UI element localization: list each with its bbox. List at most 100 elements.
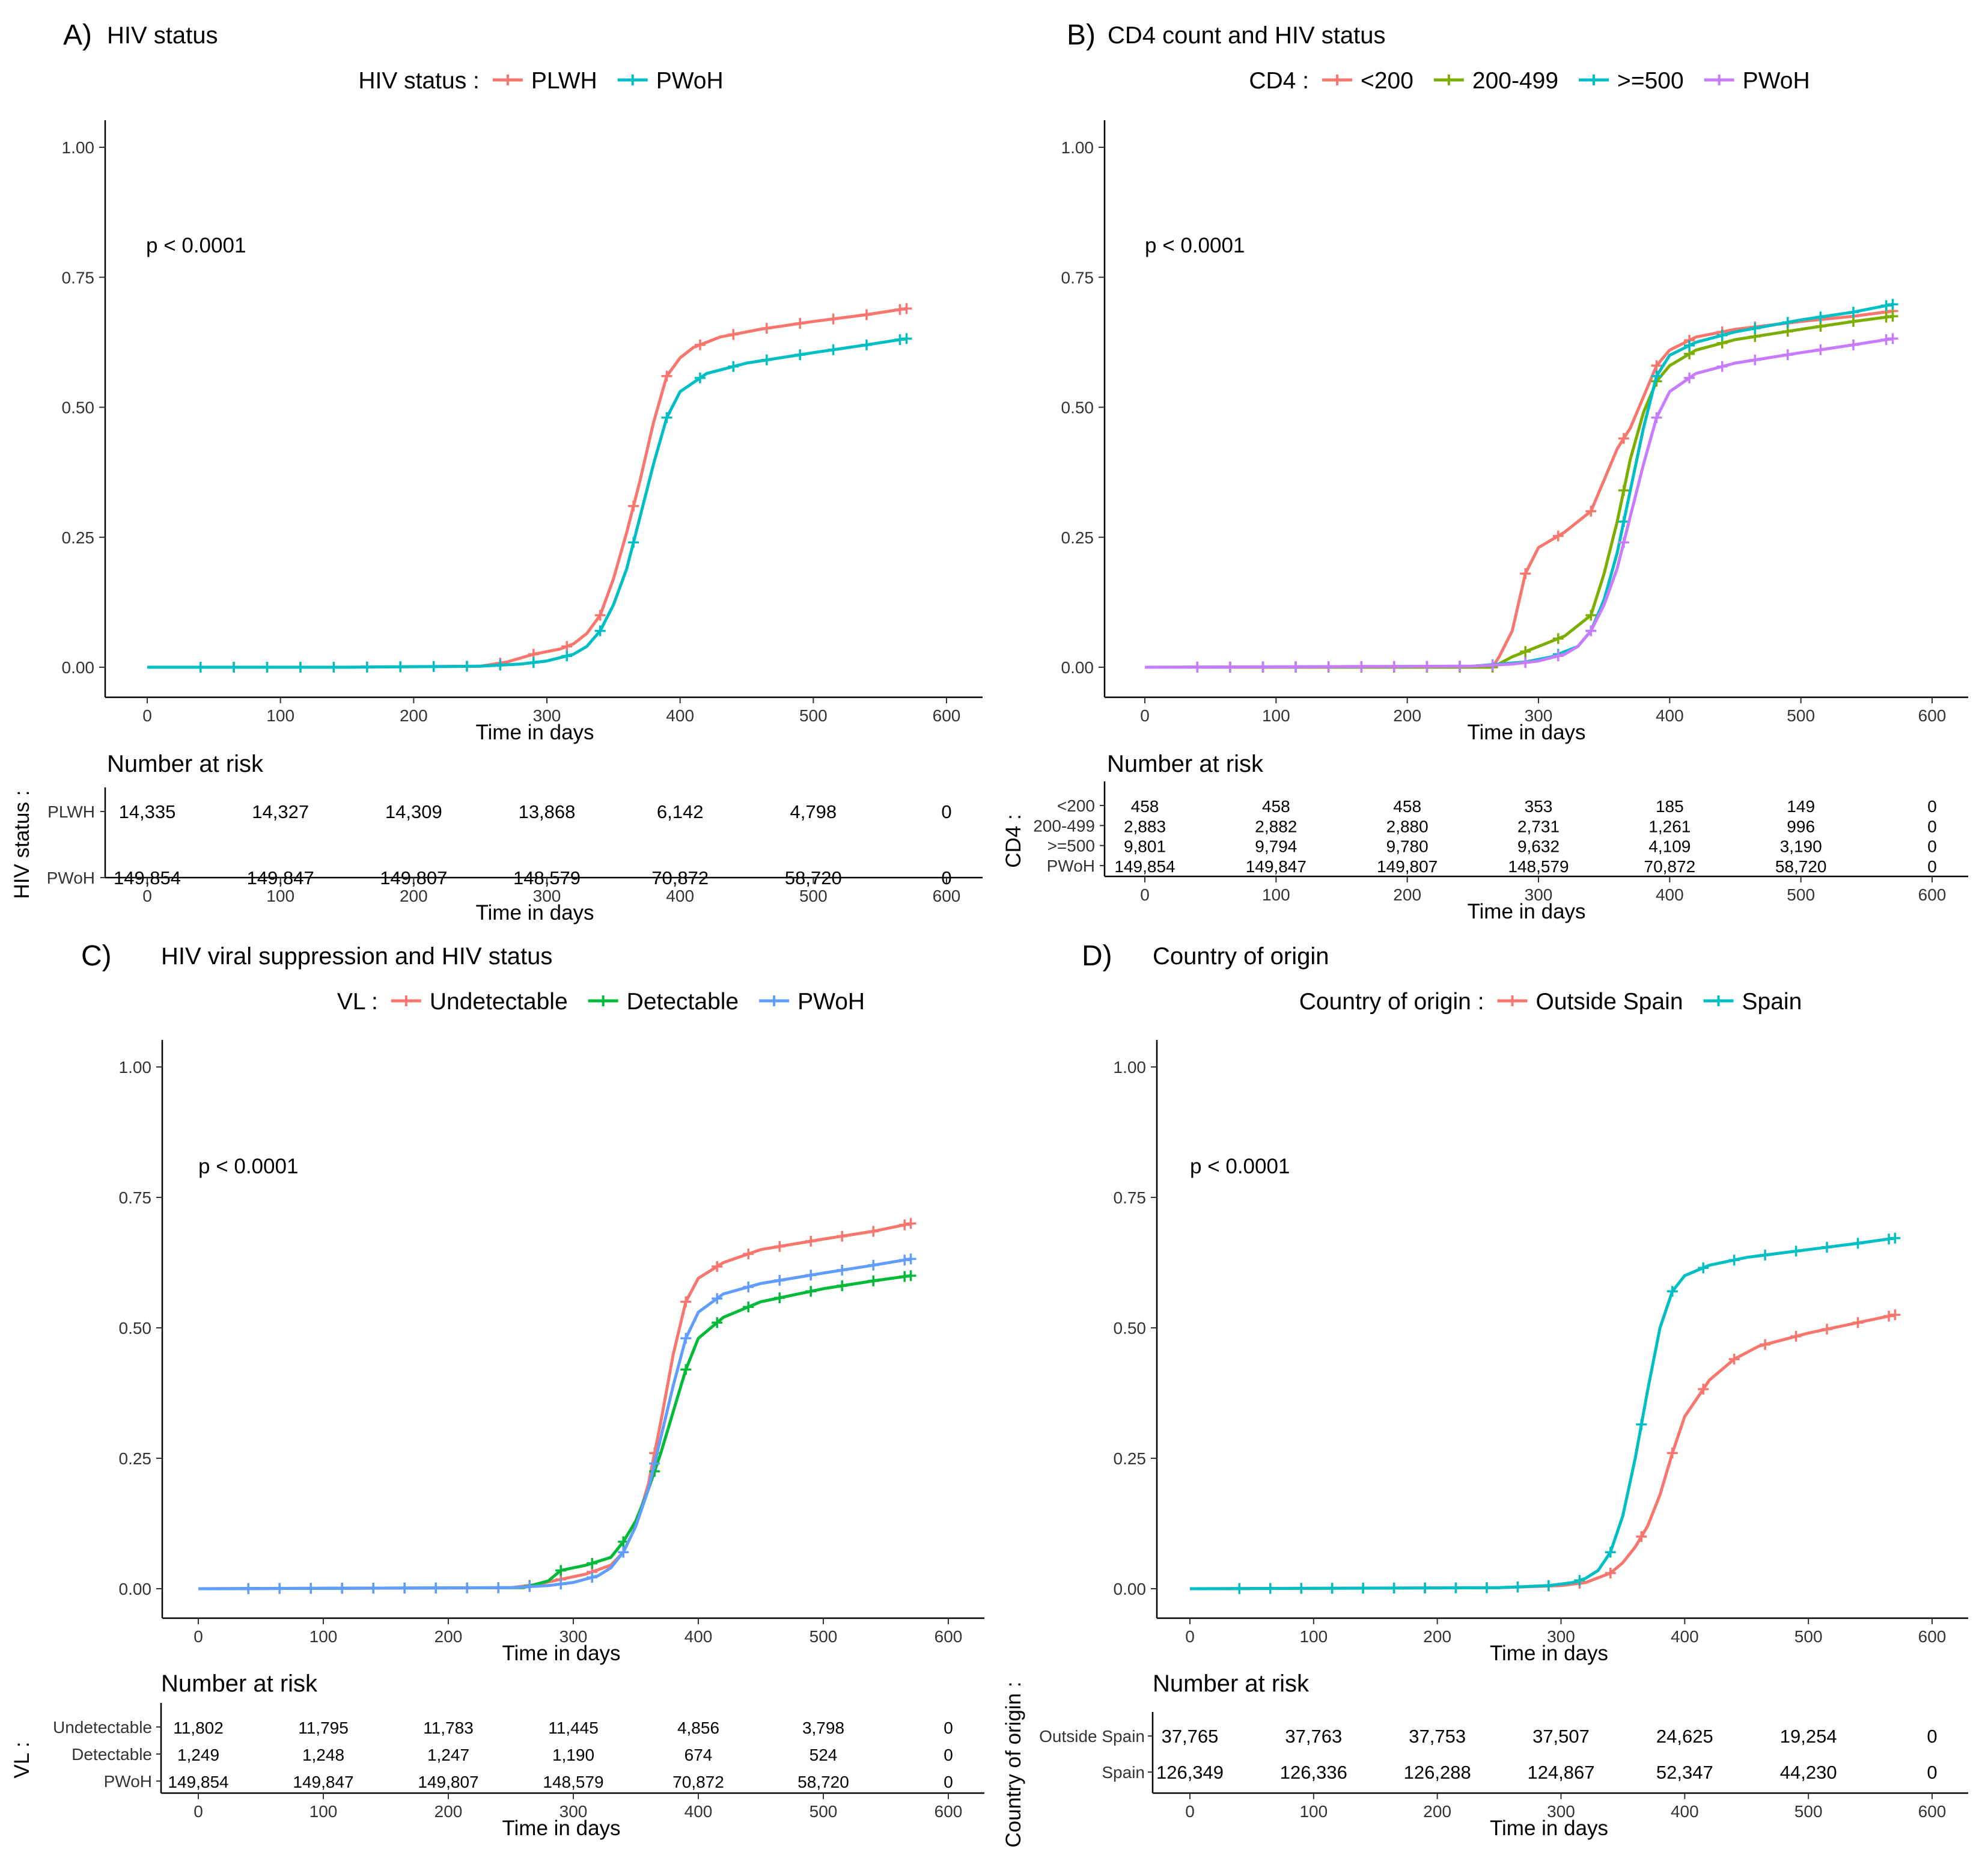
risk-value: 1,261 <box>1648 817 1691 836</box>
legend-key-cross-200-499 <box>1443 75 1454 85</box>
legend-key-cross-plwh <box>502 75 513 85</box>
risk-value: 1,248 <box>302 1746 344 1764</box>
series-line-pwoh <box>147 337 907 669</box>
risk-value: 58,720 <box>797 1773 849 1791</box>
legend-key-cross-200 <box>1332 75 1343 85</box>
legend-title: HIV status : <box>358 68 480 94</box>
p-value: p < 0.0001 <box>1145 234 1245 257</box>
risk-table-title: Number at risk <box>1153 1670 1310 1697</box>
risk-value: 13,868 <box>519 801 576 822</box>
y-tick-label: 1.00 <box>119 1058 152 1077</box>
panel-a: A) HIV status HIV status : PLWH PWoH 0.00 0.25… <box>10 19 983 924</box>
risk-value: 2,880 <box>1386 817 1428 836</box>
y-tick-label: 1.00 <box>1114 1058 1147 1077</box>
risk-value: 458 <box>1262 797 1290 816</box>
panel-d: D) Country of origin Country of origin : Ou… <box>1002 940 1968 1848</box>
x-tick-label: 0 <box>1140 706 1150 725</box>
y-tick-label: 0.25 <box>1114 1449 1147 1468</box>
risk-row-label-200: <200 <box>1057 796 1095 815</box>
risk-value: 0 <box>944 1719 953 1737</box>
legend-label-undetectable: Undetectable <box>430 989 568 1015</box>
panel-c: C) HIV viral suppression and HIV status VL… <box>10 940 984 1840</box>
risk-value: 9,632 <box>1517 837 1560 856</box>
risk-x-tick-label: 300 <box>533 887 561 905</box>
risk-x-tick-label: 500 <box>1794 1802 1823 1821</box>
y-tick-label: 0.75 <box>119 1188 152 1207</box>
series-detectable <box>198 1270 916 1594</box>
x-tick-label: 0 <box>1185 1627 1195 1646</box>
risk-value: 124,867 <box>1527 1762 1594 1783</box>
risk-value: 14,309 <box>385 801 442 822</box>
panel-label: B) <box>1067 19 1096 51</box>
risk-x-axis-label: Time in days <box>502 1817 620 1840</box>
series-pwoh <box>198 1253 916 1594</box>
censor-marks-plwh <box>195 303 912 673</box>
legend-item-pwoh: PWoH <box>759 989 865 1015</box>
legend-title: Country of origin : <box>1299 989 1484 1015</box>
y-tick-label: 0.50 <box>1061 399 1094 417</box>
x-tick-label: 100 <box>266 706 294 725</box>
risk-row-label-detectable: Detectable <box>72 1745 152 1764</box>
x-tick-label: 100 <box>309 1627 338 1646</box>
legend-item-plwh: PLWH <box>492 68 597 94</box>
legend-label-spain: Spain <box>1742 989 1802 1015</box>
risk-value: 0 <box>1927 797 1937 816</box>
x-axis-label: Time in days <box>475 721 594 744</box>
risk-value: 37,765 <box>1162 1726 1219 1747</box>
risk-x-tick-label: 400 <box>666 887 694 905</box>
legend-item-pwoh: PWoH <box>1704 68 1810 94</box>
legend-item-200-499: 200-499 <box>1433 68 1558 94</box>
risk-value: 149,847 <box>1246 857 1307 876</box>
legend: Country of origin : Outside Spain Spain <box>1299 989 1802 1015</box>
risk-value: 58,720 <box>1775 857 1827 876</box>
risk-table: Number at risk <200 458 458 458 353 185 149 0 200… <box>1002 751 1968 923</box>
risk-value: 9,780 <box>1386 837 1428 856</box>
x-tick-label: 100 <box>1299 1627 1328 1646</box>
x-tick-label: 500 <box>1794 1627 1823 1646</box>
legend: VL : Undetectable Detectable PWoH <box>337 989 865 1015</box>
risk-value: 674 <box>685 1746 713 1764</box>
risk-value: 149,854 <box>168 1773 228 1791</box>
risk-value: 0 <box>944 1773 953 1791</box>
risk-x-tick-label: 100 <box>266 887 294 905</box>
risk-value: 0 <box>1927 857 1937 876</box>
risk-value: 44,230 <box>1780 1762 1837 1783</box>
risk-value: 37,753 <box>1409 1726 1466 1747</box>
y-tick-label: 0.25 <box>62 528 95 547</box>
legend-item-outside-spain: Outside Spain <box>1497 989 1683 1015</box>
risk-value: 11,795 <box>298 1719 349 1737</box>
y-tick-label: 0.25 <box>119 1449 152 1468</box>
risk-x-tick-label: 300 <box>1525 885 1553 904</box>
censor-marks-detectable <box>243 1270 916 1594</box>
x-tick-label: 300 <box>1525 706 1553 725</box>
risk-value: 185 <box>1656 797 1684 816</box>
series-outside-spain <box>1189 1309 1901 1594</box>
risk-value: 1,249 <box>177 1746 219 1764</box>
y-tick-label: 1.00 <box>62 138 95 157</box>
series-line-500 <box>1144 302 1893 669</box>
risk-value: 19,254 <box>1780 1726 1837 1747</box>
risk-x-tick-label: 200 <box>434 1802 463 1821</box>
censor-marks-outside-spain <box>1234 1309 1901 1594</box>
legend-item-detectable: Detectable <box>588 989 739 1015</box>
x-tick-label: 500 <box>799 706 828 725</box>
series-line-undetectable <box>198 1221 912 1591</box>
risk-y-axis-label: VL : <box>10 1742 34 1779</box>
legend-key-cross-spain <box>1713 995 1724 1006</box>
risk-x-tick-label: 0 <box>142 887 152 905</box>
legend-key-cross-pwoh <box>769 995 780 1006</box>
series-line-200 <box>1145 310 1893 669</box>
censor-marks-pwoh <box>1192 333 1898 673</box>
risk-value: 149,854 <box>1114 857 1175 876</box>
risk-value: 11,783 <box>423 1719 474 1737</box>
x-tick-label: 500 <box>1787 706 1815 725</box>
risk-x-axis-label: Time in days <box>1467 900 1585 923</box>
x-tick-label: 600 <box>935 1627 963 1646</box>
risk-x-tick-label: 100 <box>1262 885 1290 904</box>
risk-value: 148,579 <box>1508 857 1569 876</box>
x-tick-label: 400 <box>1656 706 1684 725</box>
legend: HIV status : PLWH PWoH <box>358 68 723 94</box>
risk-value: 6,142 <box>657 801 704 822</box>
series-line-outside-spain <box>1189 1313 1895 1591</box>
risk-row-label-pwoh: PWoH <box>104 1772 152 1791</box>
